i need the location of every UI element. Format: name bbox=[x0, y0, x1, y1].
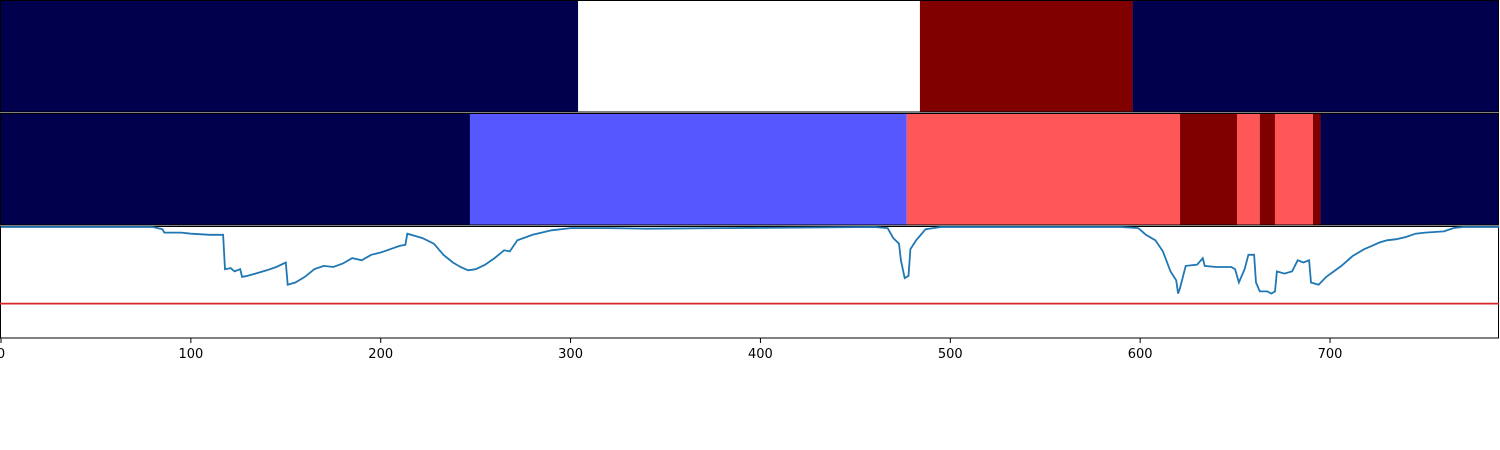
top-band-segment-2 bbox=[919, 1, 1133, 112]
x-tick-label-0: 0 bbox=[0, 347, 5, 362]
x-tick-label-600: 600 bbox=[1128, 347, 1153, 362]
middle-band-segment-7 bbox=[1312, 114, 1321, 225]
x-tick-label-200: 200 bbox=[368, 347, 393, 362]
middle-band-frame bbox=[0, 113, 1499, 226]
middle-band-segment-4 bbox=[1236, 114, 1260, 225]
middle-band-segment-3 bbox=[1180, 114, 1237, 225]
x-tick-label-700: 700 bbox=[1318, 347, 1343, 362]
signal-panel-frame bbox=[0, 226, 1499, 339]
middle-band-segment-0 bbox=[1, 114, 470, 225]
signal-panel bbox=[0, 226, 1499, 339]
middle-band bbox=[1, 114, 1499, 225]
x-tick-label-300: 300 bbox=[558, 347, 583, 362]
x-tick-label-100: 100 bbox=[178, 347, 203, 362]
x-tick-label-400: 400 bbox=[748, 347, 773, 362]
top-band-segment-1 bbox=[578, 1, 920, 112]
top-band-frame bbox=[0, 0, 1499, 113]
middle-band-segment-8 bbox=[1320, 114, 1499, 225]
signal-line bbox=[1, 226, 1499, 295]
top-band-segment-3 bbox=[1132, 1, 1499, 112]
top-band bbox=[1, 1, 1499, 112]
middle-band-segment-5 bbox=[1259, 114, 1275, 225]
x-tick-label-500: 500 bbox=[938, 347, 963, 362]
middle-band-segment-1 bbox=[469, 114, 907, 225]
middle-band-segment-6 bbox=[1274, 114, 1313, 225]
x-axis: 0 100 200 300 400 500 600 700 bbox=[0, 338, 1342, 362]
middle-band-segment-2 bbox=[906, 114, 1181, 225]
top-band-segment-0 bbox=[1, 1, 579, 112]
